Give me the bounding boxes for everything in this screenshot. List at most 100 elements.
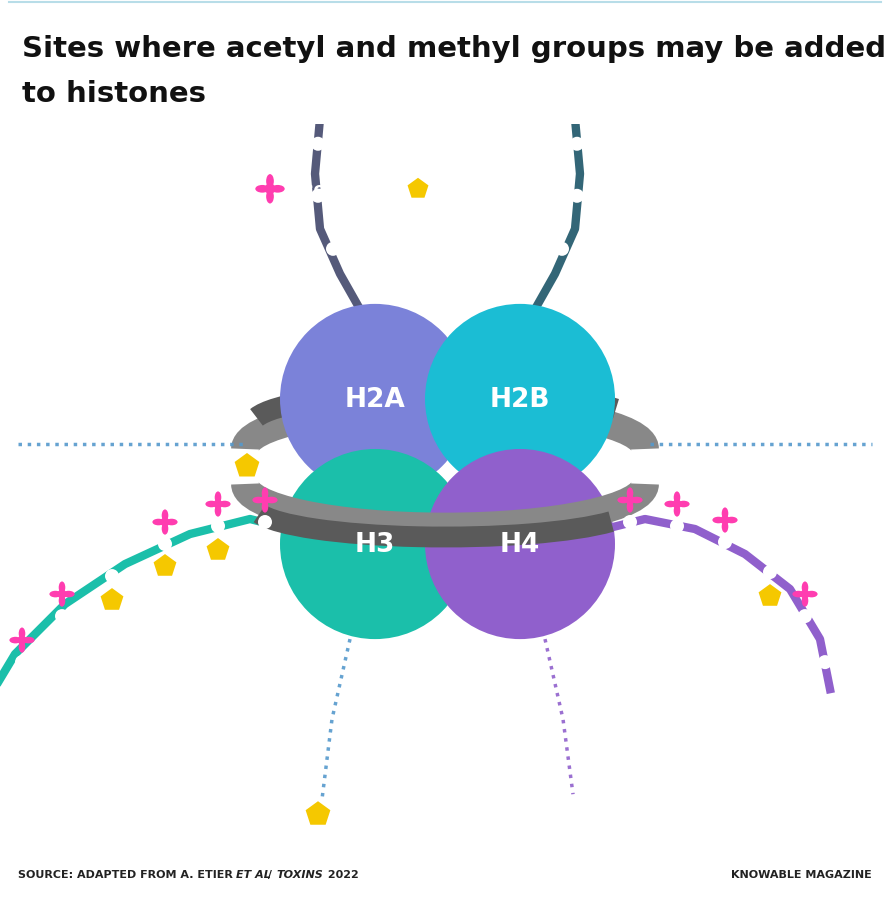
Polygon shape [758, 584, 781, 606]
Circle shape [258, 516, 272, 529]
Circle shape [264, 184, 275, 195]
Ellipse shape [22, 638, 35, 644]
Text: H3: H3 [355, 532, 395, 557]
Circle shape [311, 137, 325, 152]
Ellipse shape [162, 510, 168, 522]
Text: /: / [264, 869, 276, 879]
Circle shape [311, 190, 325, 203]
Ellipse shape [627, 501, 634, 513]
Ellipse shape [312, 101, 324, 108]
Circle shape [425, 450, 615, 639]
Ellipse shape [556, 101, 570, 108]
Ellipse shape [570, 101, 584, 108]
Circle shape [623, 516, 637, 529]
Text: C-Ter: C-Ter [834, 437, 876, 452]
Text: H2A: H2A [344, 386, 405, 413]
Polygon shape [154, 554, 176, 576]
Text: DNA: DNA [752, 461, 792, 479]
Ellipse shape [674, 492, 680, 504]
Text: 2022: 2022 [324, 869, 359, 879]
Ellipse shape [802, 595, 808, 607]
Ellipse shape [10, 638, 21, 644]
Text: N-Ter: N-Ter [0, 721, 4, 736]
Ellipse shape [631, 498, 643, 504]
Ellipse shape [50, 591, 61, 598]
Circle shape [673, 500, 682, 509]
Text: N-Ter: N-Ter [244, 105, 287, 120]
Text: H4: H4 [500, 532, 540, 557]
Ellipse shape [566, 91, 573, 104]
Ellipse shape [805, 591, 818, 598]
Text: TOXINS: TOXINS [276, 869, 323, 879]
Circle shape [798, 610, 812, 623]
Ellipse shape [802, 582, 808, 594]
Circle shape [800, 590, 810, 599]
Ellipse shape [19, 628, 25, 640]
Circle shape [211, 519, 225, 534]
Ellipse shape [219, 501, 231, 507]
Circle shape [626, 496, 635, 505]
Text: N-Ter: N-Ter [813, 705, 857, 720]
Ellipse shape [262, 488, 268, 500]
Ellipse shape [665, 501, 676, 507]
Ellipse shape [566, 106, 573, 118]
Circle shape [158, 537, 172, 552]
Ellipse shape [712, 517, 724, 524]
Text: KNOWABLE MAGAZINE: KNOWABLE MAGAZINE [732, 869, 872, 879]
Circle shape [160, 518, 170, 527]
Circle shape [261, 496, 270, 505]
Circle shape [555, 243, 569, 256]
Ellipse shape [265, 498, 278, 504]
Ellipse shape [62, 591, 75, 598]
Ellipse shape [19, 641, 25, 653]
Circle shape [55, 610, 69, 623]
Ellipse shape [262, 501, 268, 513]
Ellipse shape [214, 492, 222, 504]
Circle shape [570, 190, 584, 203]
Circle shape [326, 243, 340, 256]
Circle shape [0, 697, 2, 712]
Ellipse shape [214, 505, 222, 517]
Ellipse shape [152, 519, 165, 526]
Ellipse shape [674, 505, 680, 517]
Circle shape [15, 656, 29, 669]
Circle shape [570, 137, 584, 152]
Circle shape [214, 500, 222, 509]
Text: SOURCE: ADAPTED FROM A. ETIER: SOURCE: ADAPTED FROM A. ETIER [18, 869, 237, 879]
Polygon shape [305, 801, 330, 824]
Ellipse shape [618, 498, 629, 504]
Text: C-Ter: C-Ter [552, 817, 594, 833]
Ellipse shape [266, 191, 274, 204]
Ellipse shape [162, 523, 168, 535]
Circle shape [763, 565, 777, 580]
Circle shape [720, 516, 730, 525]
Text: H2B: H2B [490, 386, 550, 413]
Ellipse shape [321, 91, 328, 104]
Ellipse shape [627, 488, 634, 500]
Polygon shape [235, 453, 259, 477]
Polygon shape [206, 538, 230, 560]
Text: N-Ter: N-Ter [608, 105, 651, 120]
Ellipse shape [326, 101, 339, 108]
Text: ET AL: ET AL [236, 869, 271, 879]
Ellipse shape [253, 498, 264, 504]
Circle shape [280, 304, 470, 495]
Polygon shape [408, 179, 428, 199]
Ellipse shape [722, 507, 728, 520]
Ellipse shape [321, 106, 328, 118]
Circle shape [718, 535, 732, 549]
Circle shape [818, 656, 832, 669]
Ellipse shape [792, 591, 805, 598]
Circle shape [58, 590, 67, 599]
Ellipse shape [59, 595, 65, 607]
Ellipse shape [677, 501, 690, 507]
Polygon shape [101, 589, 124, 610]
Ellipse shape [206, 501, 217, 507]
Ellipse shape [722, 521, 728, 533]
Circle shape [425, 304, 615, 495]
Circle shape [18, 636, 27, 645]
Ellipse shape [255, 186, 270, 193]
Text: to histones: to histones [22, 79, 206, 107]
Ellipse shape [59, 582, 65, 594]
Circle shape [320, 99, 330, 109]
